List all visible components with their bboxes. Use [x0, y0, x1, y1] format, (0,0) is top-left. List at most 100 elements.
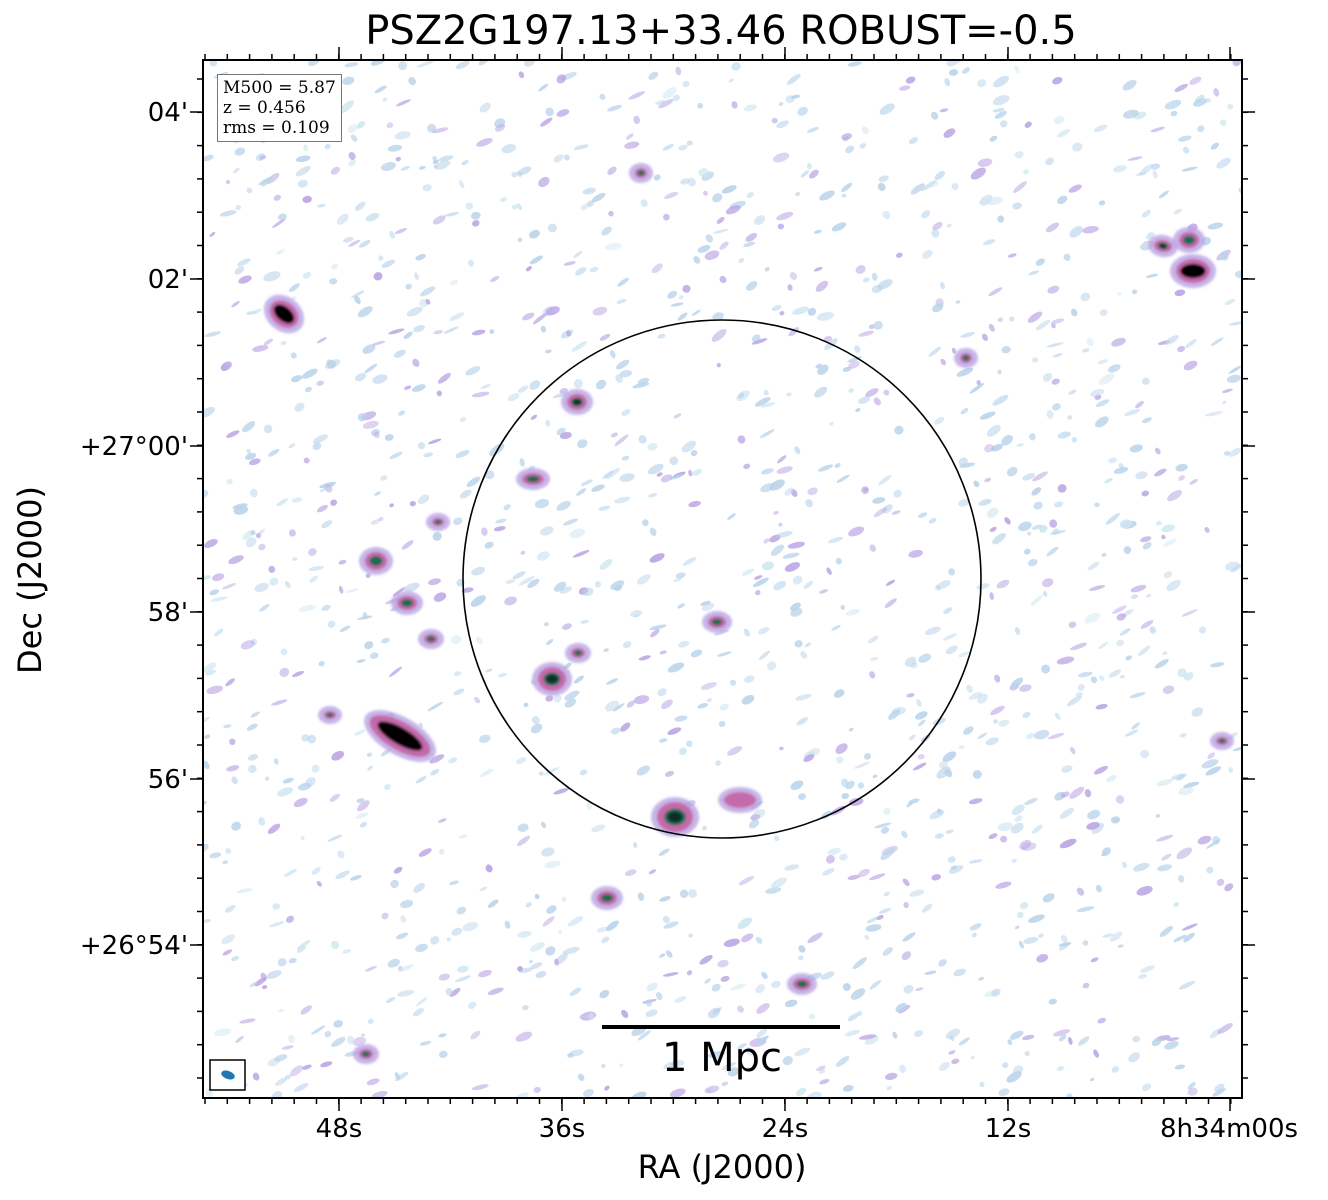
noise-speck — [1221, 388, 1233, 393]
noise-speck — [803, 754, 815, 763]
noise-speck — [569, 528, 586, 539]
noise-speck — [885, 579, 896, 586]
noise-speck — [1105, 512, 1120, 525]
noise-speck — [1106, 775, 1117, 783]
noise-speck — [413, 325, 425, 333]
noise-speck — [1097, 1017, 1107, 1024]
noise-speck — [1042, 590, 1048, 597]
noise-speck — [704, 250, 720, 260]
noise-speck — [1150, 126, 1165, 133]
noise-speck — [206, 685, 223, 695]
x-tick-label: 24s — [762, 1114, 809, 1144]
noise-speck — [351, 290, 365, 299]
noise-speck — [871, 272, 878, 281]
noise-speck — [364, 363, 378, 374]
noise-speck — [542, 916, 555, 927]
noise-speck — [536, 551, 550, 561]
noise-speck — [754, 589, 761, 596]
noise-speck — [231, 955, 240, 962]
noise-speck — [525, 266, 532, 272]
noise-speck — [226, 478, 233, 485]
noise-speck — [416, 60, 434, 68]
noise-speck — [397, 989, 415, 997]
noise-speck — [637, 1030, 651, 1041]
noise-speck — [645, 999, 652, 1007]
noise-speck — [1009, 316, 1015, 322]
noise-speck — [516, 835, 531, 847]
y-tick-label: +26°54' — [80, 931, 188, 961]
noise-speck — [1090, 957, 1099, 963]
noise-speck — [592, 306, 608, 316]
noise-speck — [384, 784, 391, 791]
noise-speck — [559, 432, 572, 440]
noise-speck — [352, 1036, 367, 1046]
noise-speck — [778, 522, 783, 527]
noise-speck — [582, 587, 594, 597]
noise-speck — [203, 717, 210, 724]
noise-speck — [204, 539, 218, 548]
noise-speck — [343, 236, 354, 243]
noise-speck — [337, 850, 345, 859]
noise-speck — [637, 892, 645, 901]
noise-speck — [579, 769, 588, 776]
noise-speck — [990, 705, 1005, 716]
noise-speck — [785, 95, 795, 104]
noise-speck — [539, 526, 554, 536]
noise-speck — [522, 312, 535, 321]
noise-speck — [345, 588, 359, 594]
noise-speck — [1059, 838, 1077, 849]
noise-speck — [470, 595, 486, 607]
noise-speck — [939, 1061, 950, 1071]
noise-speck — [804, 642, 812, 648]
noise-speck — [577, 439, 588, 449]
noise-speck — [848, 526, 865, 537]
noise-speck — [459, 489, 472, 499]
noise-speck — [367, 765, 373, 771]
noise-speck — [354, 729, 366, 736]
noise-speck — [839, 853, 848, 861]
noise-speck — [1048, 998, 1057, 1005]
noise-speck — [721, 185, 737, 194]
noise-speck — [855, 265, 866, 274]
noise-speck — [311, 764, 320, 773]
noise-speck — [882, 211, 891, 220]
noise-speck — [761, 402, 776, 408]
noise-speck — [547, 223, 557, 233]
noise-speck — [1210, 142, 1220, 150]
noise-speck — [819, 1078, 830, 1085]
noise-speck — [743, 104, 757, 112]
noise-speck — [1185, 339, 1197, 349]
noise-speck — [1173, 934, 1187, 943]
noise-speck — [686, 140, 693, 146]
source-core — [573, 399, 581, 405]
x-tick-label: 48s — [316, 1114, 363, 1144]
noise-speck — [1056, 656, 1075, 665]
noise-speck — [845, 608, 860, 616]
noise-speck — [677, 312, 688, 321]
noise-speck — [398, 964, 414, 972]
noise-speck — [462, 921, 479, 932]
noise-speck — [544, 860, 561, 869]
noise-speck — [1229, 321, 1242, 326]
noise-speck — [637, 377, 650, 385]
noise-speck — [291, 497, 303, 503]
noise-speck — [517, 823, 529, 832]
noise-speck — [784, 562, 801, 572]
radio-source — [263, 294, 305, 334]
noise-speck — [661, 699, 673, 710]
noise-speck — [331, 263, 339, 270]
noise-speck — [357, 413, 367, 422]
noise-speck — [527, 578, 540, 589]
radio-source — [532, 662, 572, 696]
noise-speck — [977, 732, 988, 739]
noise-speck — [610, 727, 621, 735]
noise-speck — [736, 390, 750, 402]
noise-speck — [882, 947, 893, 956]
noise-speck — [429, 754, 445, 764]
noise-speck — [662, 972, 679, 977]
noise-speck — [1098, 373, 1115, 386]
noise-speck — [1166, 579, 1181, 592]
noise-speck — [339, 625, 351, 632]
noise-speck — [756, 1035, 769, 1045]
noise-speck — [983, 239, 996, 246]
